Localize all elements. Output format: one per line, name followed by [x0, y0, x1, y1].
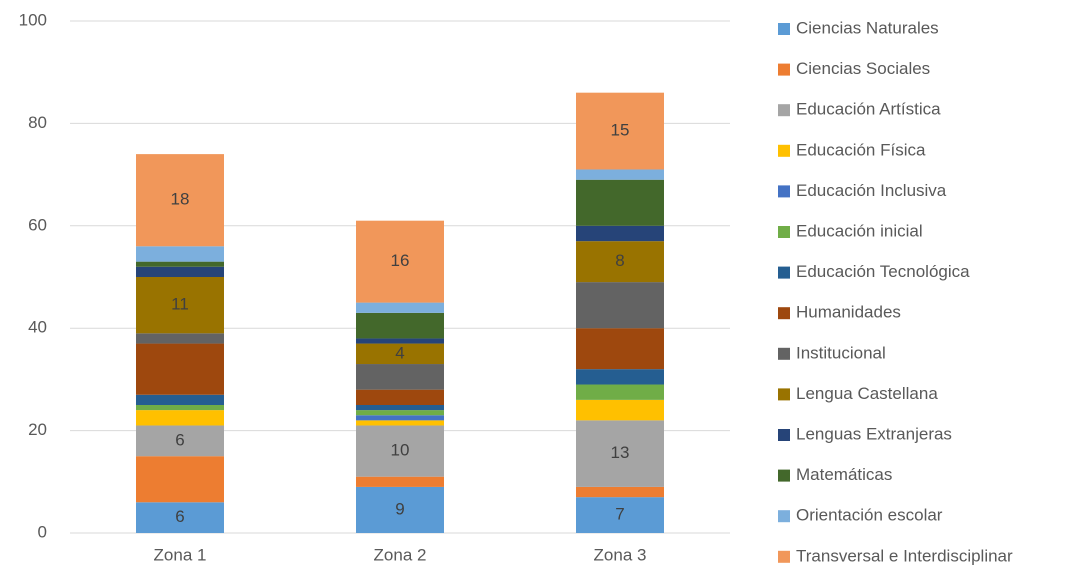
bar-segment — [356, 415, 444, 421]
bar-segment — [136, 502, 224, 533]
legend-swatch — [778, 185, 790, 198]
bar-segment — [356, 364, 444, 390]
bar-segment — [576, 92, 664, 170]
bar-segment — [356, 312, 444, 339]
bar-segment — [136, 456, 224, 503]
bar-segment — [576, 497, 664, 533]
x-tick-label: Zona 3 — [594, 545, 647, 564]
bar-segment — [136, 277, 224, 334]
bar-segment — [356, 486, 444, 533]
legend-swatch — [778, 307, 790, 320]
bar-segment — [136, 394, 224, 405]
legend-label: Ciencias Sociales — [796, 59, 930, 78]
bar-segment — [136, 333, 224, 344]
data-label: 4 — [395, 343, 404, 362]
bar-segment — [356, 476, 444, 487]
bar-segment — [136, 343, 224, 395]
bar-segment — [576, 241, 664, 283]
legend-swatch — [778, 104, 790, 117]
legend-label: Orientación escolar — [796, 506, 943, 525]
legend-swatch — [778, 510, 790, 523]
bar-segment — [136, 266, 224, 277]
legend-label: Educación inicial — [796, 221, 923, 240]
bar-segment — [136, 425, 224, 457]
bar-segment — [356, 343, 444, 365]
bar-segment — [576, 179, 664, 226]
bar-segment — [356, 410, 444, 416]
legend-label: Educación Inclusiva — [796, 181, 947, 200]
y-tick-label: 100 — [19, 10, 47, 29]
data-label: 18 — [171, 190, 190, 209]
bar-segment — [576, 384, 664, 400]
legend-swatch — [778, 429, 790, 441]
legend-label: Ciencias Naturales — [796, 18, 939, 37]
y-tick-label: 40 — [28, 318, 47, 337]
bar-segment — [576, 369, 664, 385]
data-label: 8 — [615, 251, 624, 270]
data-label: 13 — [611, 443, 630, 462]
legend-swatch — [778, 266, 790, 279]
bar-segment — [576, 225, 664, 242]
legend-label: Matemáticas — [796, 465, 892, 484]
legend-label: Institucional — [796, 343, 886, 362]
data-label: 11 — [171, 295, 189, 314]
bar-segment — [136, 261, 224, 267]
bar-segment — [356, 420, 444, 426]
data-label: 7 — [615, 505, 624, 524]
bar-segment — [136, 410, 224, 426]
bar-segment — [576, 399, 664, 421]
data-label: 15 — [611, 121, 630, 140]
legend-swatch — [778, 23, 790, 35]
bar-segment — [136, 246, 224, 262]
data-label: 9 — [395, 499, 404, 518]
legend-swatch — [778, 388, 790, 401]
data-label: 6 — [175, 430, 184, 449]
legend-label: Lenguas Extranjeras — [796, 424, 952, 443]
bar-segment — [356, 425, 444, 477]
bar-segment — [576, 486, 664, 498]
data-label: 10 — [391, 441, 410, 460]
y-tick-label: 0 — [38, 522, 47, 541]
bar-segment — [576, 282, 664, 329]
y-tick-label: 60 — [28, 215, 47, 234]
bar-segment — [576, 169, 664, 180]
bar-segment — [356, 338, 444, 344]
legend-label: Humanidades — [796, 303, 901, 322]
legend-swatch — [778, 226, 790, 238]
legend-swatch — [778, 144, 790, 157]
bar-segment — [356, 389, 444, 405]
legend-label: Educación Artística — [796, 100, 941, 119]
data-label: 6 — [175, 507, 184, 526]
bar-segment — [576, 420, 664, 487]
bar-segment — [576, 328, 664, 370]
legend-label: Educación Física — [796, 140, 926, 159]
y-tick-label: 20 — [28, 420, 47, 439]
x-tick-label: Zona 2 — [374, 545, 427, 564]
bar-segment — [136, 405, 224, 411]
bar-segment — [356, 405, 444, 411]
legend-swatch — [778, 469, 790, 482]
legend-swatch — [778, 347, 790, 360]
legend-label: Lengua Castellana — [796, 384, 938, 403]
bar-segment — [136, 154, 224, 247]
legend-swatch — [778, 550, 790, 563]
legend-swatch — [778, 63, 790, 76]
legend-label: Transversal e Interdisciplinar — [796, 546, 1013, 565]
data-label: 16 — [391, 251, 410, 270]
legend-label: Educación Tecnológica — [796, 262, 970, 281]
bar-segment — [356, 220, 444, 303]
y-tick-label: 80 — [28, 113, 47, 132]
bar-segment — [356, 302, 444, 313]
x-tick-label: Zona 1 — [154, 545, 207, 564]
